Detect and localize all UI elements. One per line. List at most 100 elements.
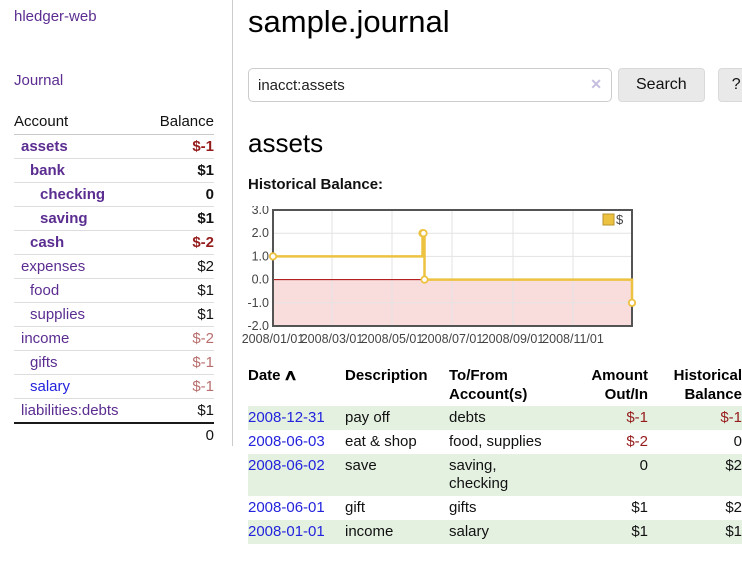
- account-row: expenses $2: [14, 254, 214, 279]
- account-row: income $-2: [14, 326, 214, 351]
- search-input-wrap: ✕: [248, 68, 612, 102]
- account-balance: $-1: [145, 374, 214, 399]
- register-date-cell: 2008-06-01: [248, 496, 345, 520]
- historical-balance-chart: $3.0 2.0 1.0 0.0 -1.0 -2.02008/01/012008/03/0…: [242, 206, 637, 346]
- table-row[interactable]: 2008-12-31 pay off debts $-1 $-1: [248, 406, 742, 430]
- sidebar-item-journal[interactable]: Journal: [14, 72, 64, 89]
- account-link[interactable]: expenses: [21, 258, 86, 275]
- register-accounts-cell: food, supplies: [449, 433, 542, 450]
- account-link[interactable]: liabilities:debts: [21, 402, 119, 419]
- account-balance: $1: [145, 206, 214, 231]
- account-row: gifts $-1: [14, 350, 214, 375]
- account-balance: $-2: [145, 230, 214, 255]
- svg-text:2.0: 2.0: [252, 226, 269, 240]
- table-row[interactable]: 2008-06-01 gift gifts $1 $2: [248, 496, 742, 520]
- hledger-web-app: hledger-web Journal Account Balance asse…: [0, 0, 742, 544]
- register-amount-cell: $-1: [626, 409, 648, 426]
- account-link[interactable]: checking: [40, 186, 106, 203]
- register-balance-cell: $2: [725, 499, 742, 516]
- accounts-total-value: 0: [145, 422, 214, 447]
- register-balance-cell: $1: [725, 523, 742, 540]
- account-row: food $1: [14, 278, 214, 303]
- register-header-balance: Historical Balance: [673, 367, 742, 403]
- account-balance: $1: [145, 302, 214, 327]
- search-form: ✕ Search ?: [248, 68, 742, 102]
- account-link[interactable]: assets: [21, 138, 68, 155]
- account-balance: $1: [145, 278, 214, 303]
- account-balance: $-1: [145, 350, 214, 375]
- svg-text:2008/05/01: 2008/05/01: [361, 332, 424, 346]
- account-row: supplies $1: [14, 302, 214, 327]
- register-amount-cell: 0: [639, 457, 648, 474]
- register-accounts-cell: salary: [449, 523, 490, 540]
- account-row: salary $-1: [14, 374, 214, 399]
- transaction-date-link[interactable]: 2008-12-31: [248, 409, 325, 426]
- register-header-date[interactable]: Date ∧: [248, 367, 298, 384]
- register-description-cell: gift: [345, 499, 366, 516]
- register-description-cell: save: [345, 457, 377, 474]
- account-row: checking 0: [14, 182, 214, 207]
- svg-text:2008/11/01: 2008/11/01: [542, 332, 604, 346]
- account-balance: $2: [145, 254, 214, 279]
- account-heading: assets: [248, 128, 324, 158]
- transaction-date-link[interactable]: 2008-06-03: [248, 433, 325, 450]
- register-table: Date ∧ Description To/From Account(s) Amo…: [248, 364, 742, 544]
- table-row[interactable]: 2008-06-02 save saving, checking 0 $2: [248, 454, 742, 496]
- account-link[interactable]: gifts: [30, 354, 58, 371]
- chart-label: Historical Balance:: [248, 176, 384, 193]
- table-row[interactable]: 2008-06-03 eat & shop food, supplies $-2 0: [248, 430, 742, 454]
- search-button[interactable]: Search: [618, 68, 705, 102]
- account-link[interactable]: food: [30, 282, 60, 299]
- account-balance: $-2: [145, 326, 214, 351]
- accounts-header-row: Account Balance: [14, 110, 214, 135]
- account-row: assets $-1: [14, 134, 214, 159]
- account-link[interactable]: income: [21, 330, 70, 347]
- account-link[interactable]: saving: [40, 210, 88, 227]
- svg-text:2008/01/01: 2008/01/01: [242, 332, 305, 346]
- table-row[interactable]: 2008-01-01 income salary $1 $1: [248, 520, 742, 544]
- transaction-date-link[interactable]: 2008-01-01: [248, 523, 325, 540]
- account-balance: $1: [145, 158, 214, 183]
- register-balance-cell: $-1: [720, 409, 742, 426]
- register-amount-cell: $-2: [626, 433, 648, 450]
- account-balance: $-1: [145, 134, 214, 159]
- account-link[interactable]: cash: [30, 234, 65, 251]
- account-row: cash $-2: [14, 230, 214, 255]
- register-accounts-cell: gifts: [449, 499, 477, 516]
- sidebar: hledger-web Journal Account Balance asse…: [0, 0, 232, 544]
- help-button[interactable]: ?: [717, 68, 742, 102]
- svg-text:1.0: 1.0: [252, 249, 269, 263]
- svg-text:2008/03/01: 2008/03/01: [301, 332, 364, 346]
- search-input[interactable]: [248, 68, 612, 102]
- account-balance: 0: [145, 182, 214, 207]
- sort-asc-icon: ∧: [282, 367, 298, 384]
- transaction-date-link[interactable]: 2008-06-02: [248, 457, 325, 474]
- register-date-cell: 2008-01-01: [248, 520, 345, 544]
- account-row: liabilities:debts $1: [14, 399, 214, 424]
- svg-text:$: $: [616, 212, 624, 227]
- register-date-cell: 2008-06-02: [248, 454, 345, 496]
- main-content: sample.journal ✕ Search ? assets Histori…: [242, 0, 742, 544]
- register-amount-cell: $1: [631, 499, 648, 516]
- svg-text:3.0: 3.0: [252, 206, 269, 217]
- account-link[interactable]: bank: [30, 162, 66, 179]
- register-description-cell: pay off: [345, 409, 390, 426]
- page-title: sample.journal: [248, 4, 450, 39]
- register-accounts-cell: saving, checking: [449, 457, 509, 492]
- app-title-link[interactable]: hledger-web: [14, 8, 97, 25]
- account-link[interactable]: supplies: [30, 306, 86, 323]
- accounts-total-spacer: [14, 422, 146, 447]
- clear-search-icon[interactable]: ✕: [590, 76, 602, 92]
- register-header-row: Date ∧ Description To/From Account(s) Amo…: [248, 364, 742, 406]
- svg-text:2008/07/01: 2008/07/01: [421, 332, 484, 346]
- register-date-cell: 2008-06-03: [248, 430, 345, 454]
- register-description-cell: eat & shop: [345, 433, 417, 450]
- register-balance-cell: 0: [733, 433, 742, 450]
- accounts-total-row: 0: [14, 422, 214, 447]
- svg-text:0.0: 0.0: [252, 273, 269, 287]
- svg-text:-1.0: -1.0: [247, 296, 269, 310]
- account-link[interactable]: salary: [30, 378, 71, 395]
- register-balance-cell: $2: [725, 457, 742, 474]
- transaction-date-link[interactable]: 2008-06-01: [248, 499, 325, 516]
- register-header-amount: Amount Out/In: [591, 367, 648, 403]
